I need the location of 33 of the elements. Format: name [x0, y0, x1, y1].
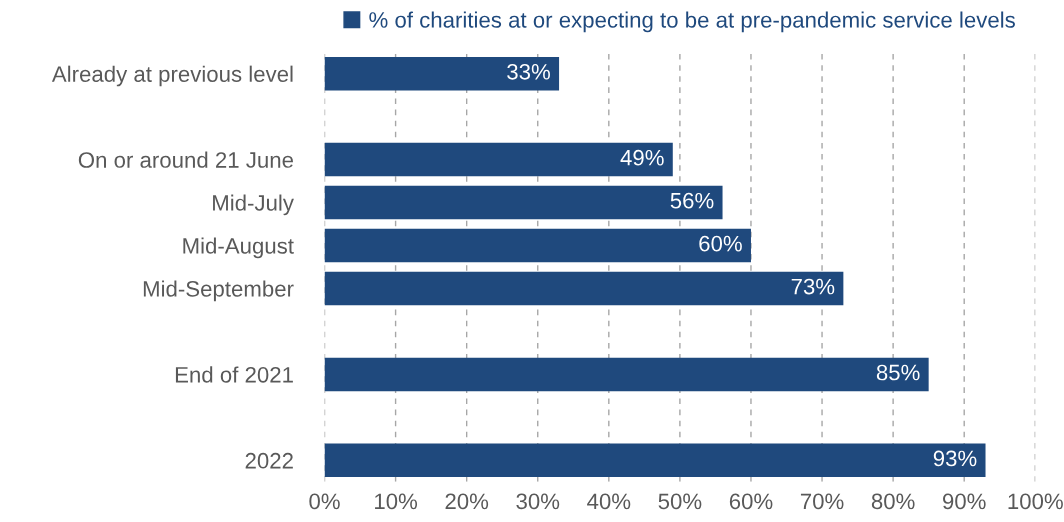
bar — [324, 142, 673, 177]
bar — [324, 185, 723, 220]
x-tick-label: 40% — [587, 493, 631, 510]
x-tick-label: 100% — [1008, 493, 1063, 510]
y-tick-label: Mid-July — [213, 194, 294, 216]
x-tick-label: 70% — [800, 493, 844, 510]
y-tick-label: End of 2021 — [175, 366, 293, 383]
x-tick-label: 20% — [445, 493, 489, 510]
x-tick-label: 30% — [516, 493, 560, 510]
x-tick-label: 90% — [943, 493, 986, 510]
bar — [324, 357, 929, 392]
data-label: 33% — [507, 63, 550, 80]
data-label: 85% — [876, 364, 920, 381]
data-label: 93% — [933, 450, 977, 467]
data-label: 56% — [670, 192, 714, 209]
bar — [324, 228, 751, 263]
y-tick-label: On or around 21 June — [78, 151, 293, 168]
y-tick-label: 2022 — [245, 452, 293, 469]
legend-label: % of charities at or expecting to be at pre-pandemic service levels — [369, 11, 1015, 33]
bar — [324, 56, 560, 91]
y-tick-label: Mid-September — [143, 280, 294, 302]
x-tick-label: 50% — [658, 493, 702, 510]
data-label: 73% — [791, 278, 835, 295]
x-tick-label: 80% — [871, 493, 915, 510]
x-tick-label: 10% — [375, 493, 418, 510]
data-label: 49% — [620, 149, 664, 166]
y-tick-label: Already at previous level — [51, 65, 293, 87]
bar — [324, 443, 986, 478]
bar — [324, 271, 844, 306]
x-tick-label: 0% — [309, 493, 340, 510]
y-tick-label: Mid-August — [183, 237, 294, 259]
data-label: 60% — [699, 235, 742, 252]
x-tick-label: 60% — [729, 493, 773, 510]
